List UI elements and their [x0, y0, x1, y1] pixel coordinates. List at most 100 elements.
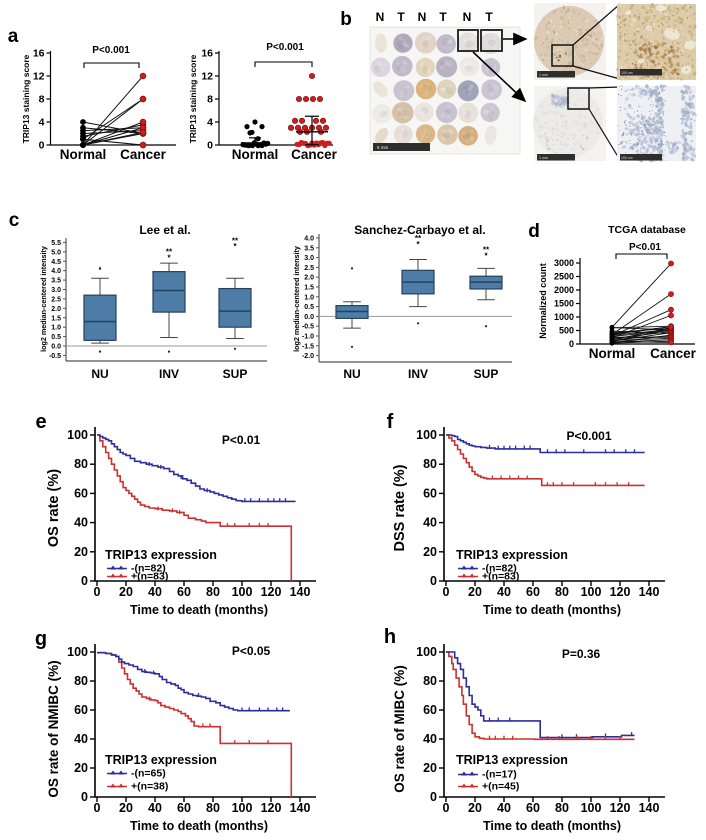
svg-text:0: 0 — [94, 801, 101, 815]
svg-text:40: 40 — [497, 801, 511, 815]
svg-text:**: ** — [232, 236, 239, 245]
svg-text:*: * — [416, 240, 420, 249]
svg-text:**: ** — [166, 248, 173, 257]
svg-text:40: 40 — [148, 801, 162, 815]
svg-text:SUP: SUP — [223, 367, 248, 381]
svg-text:80: 80 — [74, 674, 88, 688]
svg-text:INV: INV — [159, 367, 179, 381]
svg-text:P<0.01: P<0.01 — [629, 242, 661, 253]
svg-text:100: 100 — [67, 428, 88, 442]
svg-text:1.5: 1.5 — [304, 285, 314, 292]
svg-text:100: 100 — [581, 585, 602, 599]
svg-text:3000: 3000 — [554, 258, 574, 268]
svg-text:40: 40 — [497, 585, 511, 599]
svg-text:1.5: 1.5 — [51, 315, 61, 322]
svg-text:NU: NU — [343, 367, 360, 381]
svg-text:*: * — [167, 253, 171, 262]
svg-text:-1.0: -1.0 — [302, 334, 314, 341]
svg-text:100 um: 100 um — [621, 156, 633, 160]
svg-text:20: 20 — [468, 585, 482, 599]
svg-text:140: 140 — [639, 801, 660, 815]
svg-text:8: 8 — [39, 94, 45, 106]
svg-text:100: 100 — [232, 585, 253, 599]
svg-text:100: 100 — [416, 428, 437, 442]
svg-text:TRIP13 expression: TRIP13 expression — [105, 548, 217, 562]
svg-text:1500: 1500 — [554, 299, 574, 309]
svg-text:5.0: 5.0 — [51, 249, 61, 256]
svg-text:P<0.001: P<0.001 — [566, 429, 611, 443]
svg-text:1 mm: 1 mm — [539, 73, 548, 77]
svg-text:100: 100 — [581, 801, 602, 815]
svg-text:0.5: 0.5 — [304, 304, 314, 311]
svg-text:0: 0 — [443, 585, 450, 599]
svg-text:Cancer: Cancer — [120, 147, 167, 162]
svg-text:140: 140 — [290, 801, 311, 815]
svg-text:N: N — [418, 10, 427, 24]
svg-text:+(n=45): +(n=45) — [482, 781, 519, 793]
svg-text:Lee et al.: Lee et al. — [139, 223, 190, 237]
svg-text:40: 40 — [423, 732, 437, 746]
svg-text:N: N — [376, 10, 385, 24]
svg-text:0.5: 0.5 — [51, 334, 61, 341]
svg-text:Sanchez-Carbayo et al.: Sanchez-Carbayo et al. — [354, 223, 485, 237]
svg-text:log2 median-centered intensity: log2 median-centered intensity — [292, 246, 301, 352]
svg-text:log2 median-centered intensity: log2 median-centered intensity — [39, 246, 48, 352]
svg-text:80: 80 — [555, 585, 569, 599]
svg-text:0: 0 — [39, 140, 45, 152]
svg-text:20: 20 — [74, 761, 88, 775]
svg-text:-1.5: -1.5 — [302, 343, 314, 350]
svg-text:0.0: 0.0 — [51, 344, 61, 351]
svg-text:0: 0 — [430, 574, 437, 588]
svg-text:INV: INV — [408, 367, 428, 381]
svg-text:5.5: 5.5 — [51, 240, 61, 247]
svg-text:+(n=83): +(n=83) — [482, 571, 519, 583]
svg-text:2.5: 2.5 — [304, 265, 314, 272]
svg-text:**: ** — [483, 246, 490, 255]
svg-text:120: 120 — [261, 585, 282, 599]
svg-text:d: d — [528, 221, 540, 242]
svg-text:0: 0 — [94, 585, 101, 599]
svg-text:60: 60 — [526, 801, 540, 815]
svg-text:1.0: 1.0 — [51, 325, 61, 332]
svg-text:60: 60 — [177, 801, 191, 815]
svg-text:100: 100 — [232, 801, 253, 815]
svg-text:1.0: 1.0 — [304, 294, 314, 301]
svg-text:a: a — [8, 26, 19, 47]
svg-text:-(n=82): -(n=82) — [482, 563, 517, 575]
svg-text:OS rate of MIBC (%): OS rate of MIBC (%) — [392, 665, 407, 793]
svg-text:20: 20 — [423, 761, 437, 775]
svg-text:Normal: Normal — [589, 346, 636, 361]
svg-text:TRIP13 staining score: TRIP13 staining score — [21, 54, 31, 143]
svg-text:500: 500 — [559, 326, 574, 336]
svg-text:e: e — [35, 411, 46, 433]
svg-text:T: T — [439, 10, 447, 24]
svg-text:80: 80 — [423, 674, 437, 688]
svg-text:0: 0 — [443, 801, 450, 815]
svg-text:Normalized count: Normalized count — [538, 263, 548, 339]
svg-text:2.5: 2.5 — [51, 296, 61, 303]
svg-text:120: 120 — [610, 585, 631, 599]
svg-text:3.0: 3.0 — [51, 287, 61, 294]
svg-text:h: h — [384, 626, 396, 648]
svg-text:4.5: 4.5 — [51, 259, 61, 266]
svg-text:60: 60 — [423, 703, 437, 717]
svg-text:Time to death (months): Time to death (months) — [130, 819, 268, 833]
svg-text:60: 60 — [526, 585, 540, 599]
svg-text:P<0.05: P<0.05 — [232, 644, 271, 658]
svg-text:80: 80 — [206, 585, 220, 599]
svg-text:1 mm: 1 mm — [539, 156, 548, 160]
svg-text:Normal: Normal — [60, 147, 107, 162]
svg-text:140: 140 — [639, 585, 660, 599]
svg-text:60: 60 — [423, 486, 437, 500]
svg-text:2500: 2500 — [554, 272, 574, 282]
svg-text:4: 4 — [207, 117, 213, 129]
svg-text:TRIP13 expression: TRIP13 expression — [456, 548, 568, 562]
svg-text:40: 40 — [423, 516, 437, 530]
svg-text:g: g — [35, 628, 47, 650]
svg-text:2.0: 2.0 — [304, 275, 314, 282]
svg-text:100: 100 — [67, 645, 88, 659]
svg-text:TCGA database: TCGA database — [608, 224, 686, 236]
svg-text:TRIP13 staining score: TRIP13 staining score — [188, 54, 198, 143]
svg-text:100 um: 100 um — [621, 71, 633, 75]
svg-text:120: 120 — [261, 801, 282, 815]
